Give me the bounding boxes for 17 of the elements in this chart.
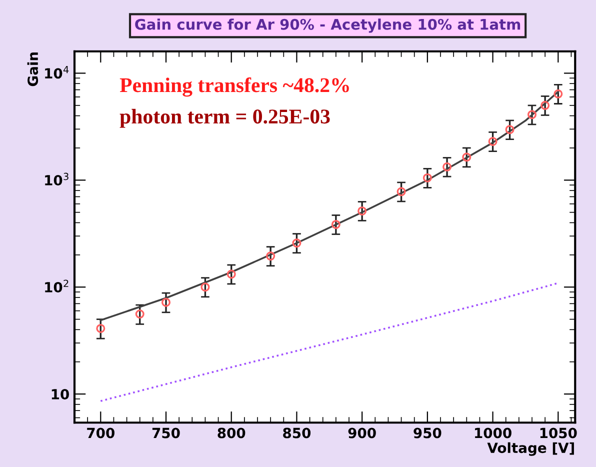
y-tick-label: 10$^{4}$ <box>45 66 69 79</box>
x-tick-label: 900 <box>348 428 376 438</box>
y-tick-label: 10$^{3}$ <box>45 172 68 186</box>
y-axis-title: Gain <box>27 52 38 86</box>
x-tick-label: 850 <box>283 428 311 438</box>
annotation: Penning transfers ~48.2% <box>120 77 349 97</box>
y-tick-label: 10 <box>52 388 69 400</box>
x-tick-label: 1000 <box>475 428 512 438</box>
chart-title: Gain curve for Ar 90% - Acetylene 10% at 1atm <box>135 18 520 33</box>
y-tick-label: 10$^{2}$ <box>45 280 68 292</box>
annotation: photon term = 0.25E-03 <box>120 108 330 128</box>
x-tick-label: 750 <box>152 428 180 438</box>
x-tick-label: 800 <box>218 428 246 438</box>
x-tick-label: 700 <box>87 428 114 438</box>
x-axis-title: Voltage [V] <box>487 442 574 456</box>
x-tick-label: 1050 <box>540 428 577 438</box>
x-tick-label: 950 <box>414 428 442 438</box>
